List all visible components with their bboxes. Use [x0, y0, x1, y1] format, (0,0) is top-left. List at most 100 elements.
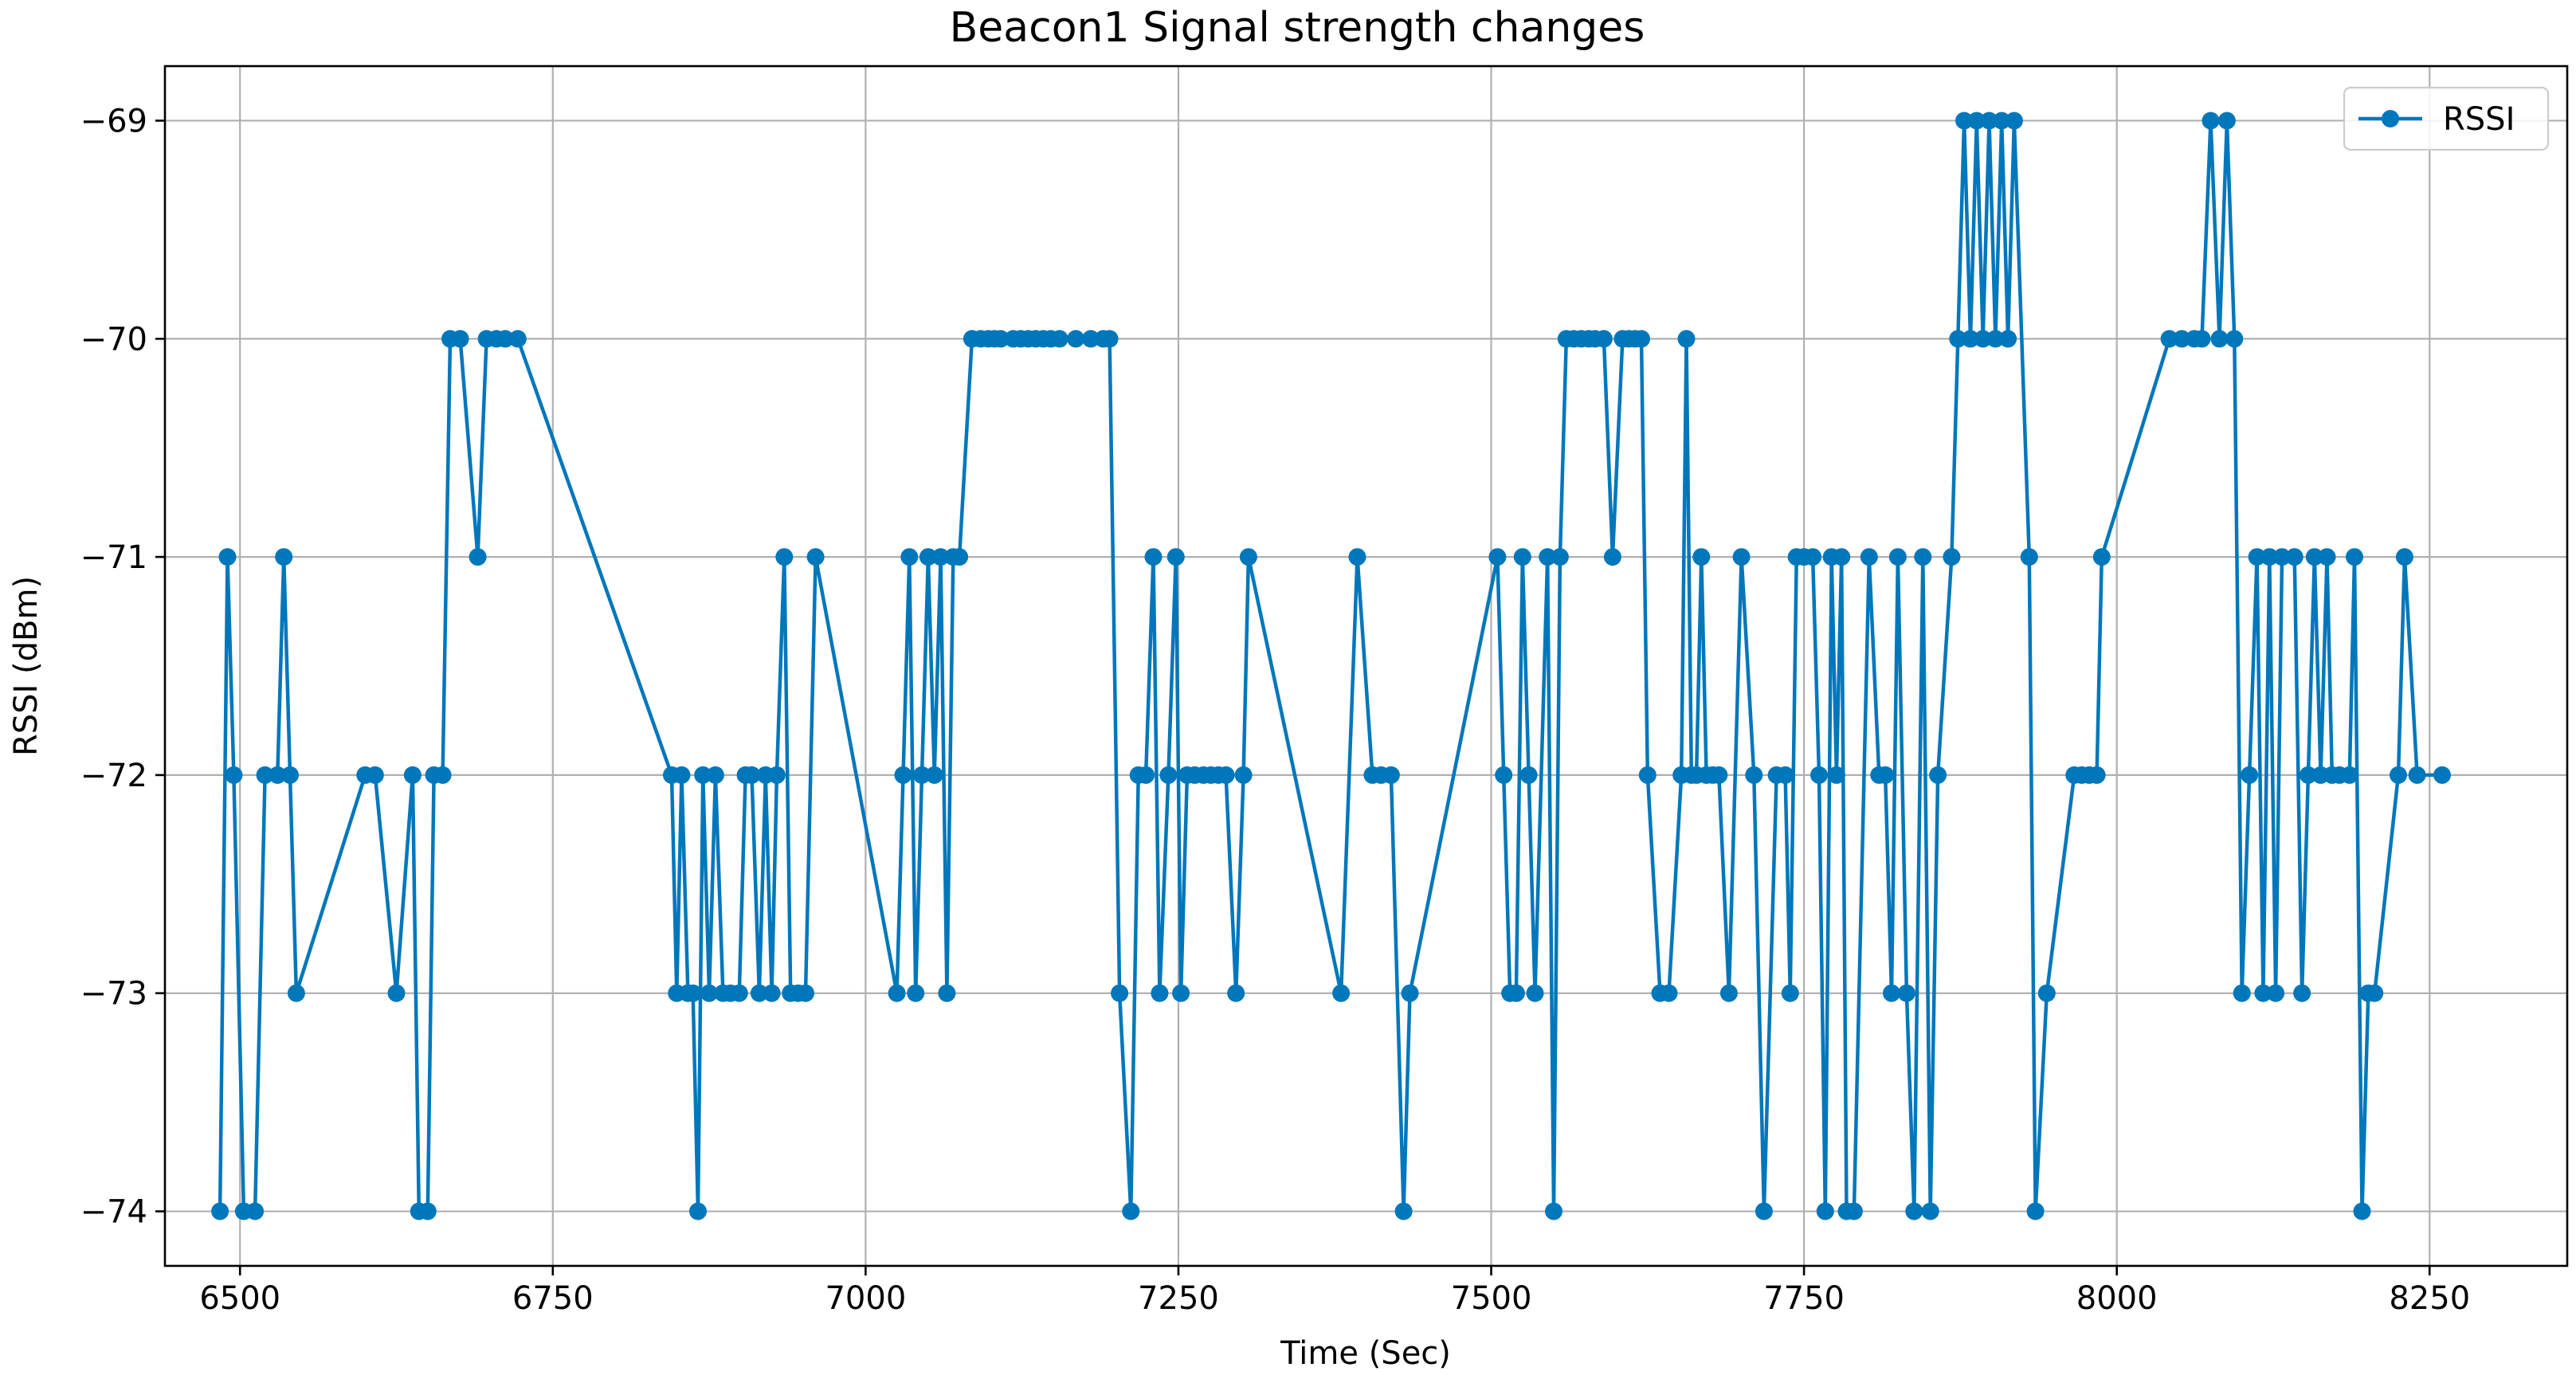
data-point [706, 766, 724, 784]
data-point [1719, 984, 1738, 1002]
data-point [1967, 112, 1986, 130]
data-point [2020, 548, 2038, 566]
data-point [1122, 1202, 1140, 1220]
x-tick-label: 8250 [2389, 1280, 2470, 1317]
data-point [1883, 984, 1900, 1002]
data-point [2366, 984, 2384, 1002]
data-point [1111, 984, 1129, 1002]
data-point [797, 984, 814, 1002]
data-point [919, 548, 937, 566]
x-tick-label: 8000 [2076, 1280, 2158, 1317]
data-point [1100, 330, 1119, 348]
data-point [907, 984, 925, 1002]
data-point [496, 330, 515, 348]
data-point [992, 330, 1010, 348]
data-point [1217, 766, 1235, 784]
data-point [1172, 984, 1190, 1002]
data-point [2318, 548, 2336, 566]
data-point [451, 330, 469, 348]
y-tick-label: −74 [80, 1194, 147, 1231]
y-axis-label: RSSI (dBm) [8, 576, 45, 756]
x-axis-ticks: 6500 6750 7000 7250 7500 7750 8000 8250 [199, 1266, 2470, 1317]
data-point [218, 548, 237, 566]
data-point [1638, 766, 1657, 784]
y-axis-ticks: −74 −73 −72 −71 −70 −69 [80, 103, 165, 1231]
data-point [1955, 112, 1974, 130]
data-point [2254, 984, 2272, 1002]
data-point [1137, 766, 1155, 784]
data-point [1755, 1202, 1773, 1220]
data-point [366, 766, 384, 784]
x-tick-label: 7500 [1451, 1280, 1532, 1317]
data-point [1810, 766, 1828, 784]
data-point [2217, 112, 2236, 130]
data-point [1816, 1202, 1834, 1220]
data-point [387, 984, 406, 1002]
data-point [672, 766, 691, 784]
data-point [256, 766, 274, 784]
data-point [1633, 330, 1650, 348]
data-point [1949, 330, 1967, 348]
data-point [2193, 330, 2211, 348]
data-point [938, 984, 956, 1002]
data-point [2248, 548, 2266, 566]
data-point [287, 984, 305, 1002]
data-point [900, 548, 919, 566]
data-point [1888, 548, 1907, 566]
data-point [1144, 548, 1163, 566]
data-point [281, 766, 299, 784]
data-point [1974, 330, 1992, 348]
data-point [1348, 548, 1366, 566]
data-point [1166, 548, 1185, 566]
legend-box [2343, 86, 2550, 151]
data-point [1495, 766, 1513, 784]
data-point [951, 548, 969, 566]
data-point [1519, 766, 1538, 784]
data-point [2346, 548, 2363, 566]
data-point [1394, 1202, 1413, 1220]
data-point [1804, 548, 1822, 566]
data-point [1929, 766, 1947, 784]
data-point [2173, 330, 2191, 348]
data-point [1551, 548, 1569, 566]
data-point [1603, 548, 1621, 566]
data-point [1382, 766, 1400, 784]
data-point [775, 548, 794, 566]
data-point [1067, 330, 1085, 348]
data-point [1897, 984, 1915, 1002]
data-point [763, 984, 781, 1002]
data-point [2433, 766, 2451, 784]
data-point [2293, 984, 2311, 1002]
y-tick-label: −71 [80, 539, 147, 576]
data-point [1905, 1202, 1923, 1220]
data-point [1151, 984, 1169, 1002]
data-point [1239, 548, 1257, 566]
data-point [888, 984, 906, 1002]
data-point [2241, 766, 2259, 784]
data-point [225, 766, 243, 784]
data-point [2202, 112, 2220, 130]
y-tick-label: −70 [80, 321, 147, 358]
data-point [730, 984, 748, 1002]
data-point [2285, 548, 2304, 566]
data-point [2267, 984, 2285, 1002]
chart-title: Beacon1 Signal strength changes [950, 4, 1645, 52]
data-point [2088, 766, 2106, 784]
data-point [1993, 112, 2011, 130]
data-point [1980, 112, 1998, 130]
data-point [1999, 330, 2017, 348]
data-point [2273, 548, 2291, 566]
data-point [2037, 984, 2056, 1002]
data-point [2305, 548, 2323, 566]
plot-frame [163, 65, 2569, 1267]
data-point [1962, 330, 1979, 348]
data-point [1082, 330, 1100, 348]
data-point [1876, 766, 1895, 784]
data-point [246, 1202, 265, 1220]
data-point [2340, 766, 2358, 784]
data-point [1513, 548, 1531, 566]
data-point [1833, 548, 1851, 566]
x-tick-label: 7750 [1763, 1280, 1845, 1317]
data-point [1986, 330, 2005, 348]
data-point [1781, 984, 1799, 1002]
